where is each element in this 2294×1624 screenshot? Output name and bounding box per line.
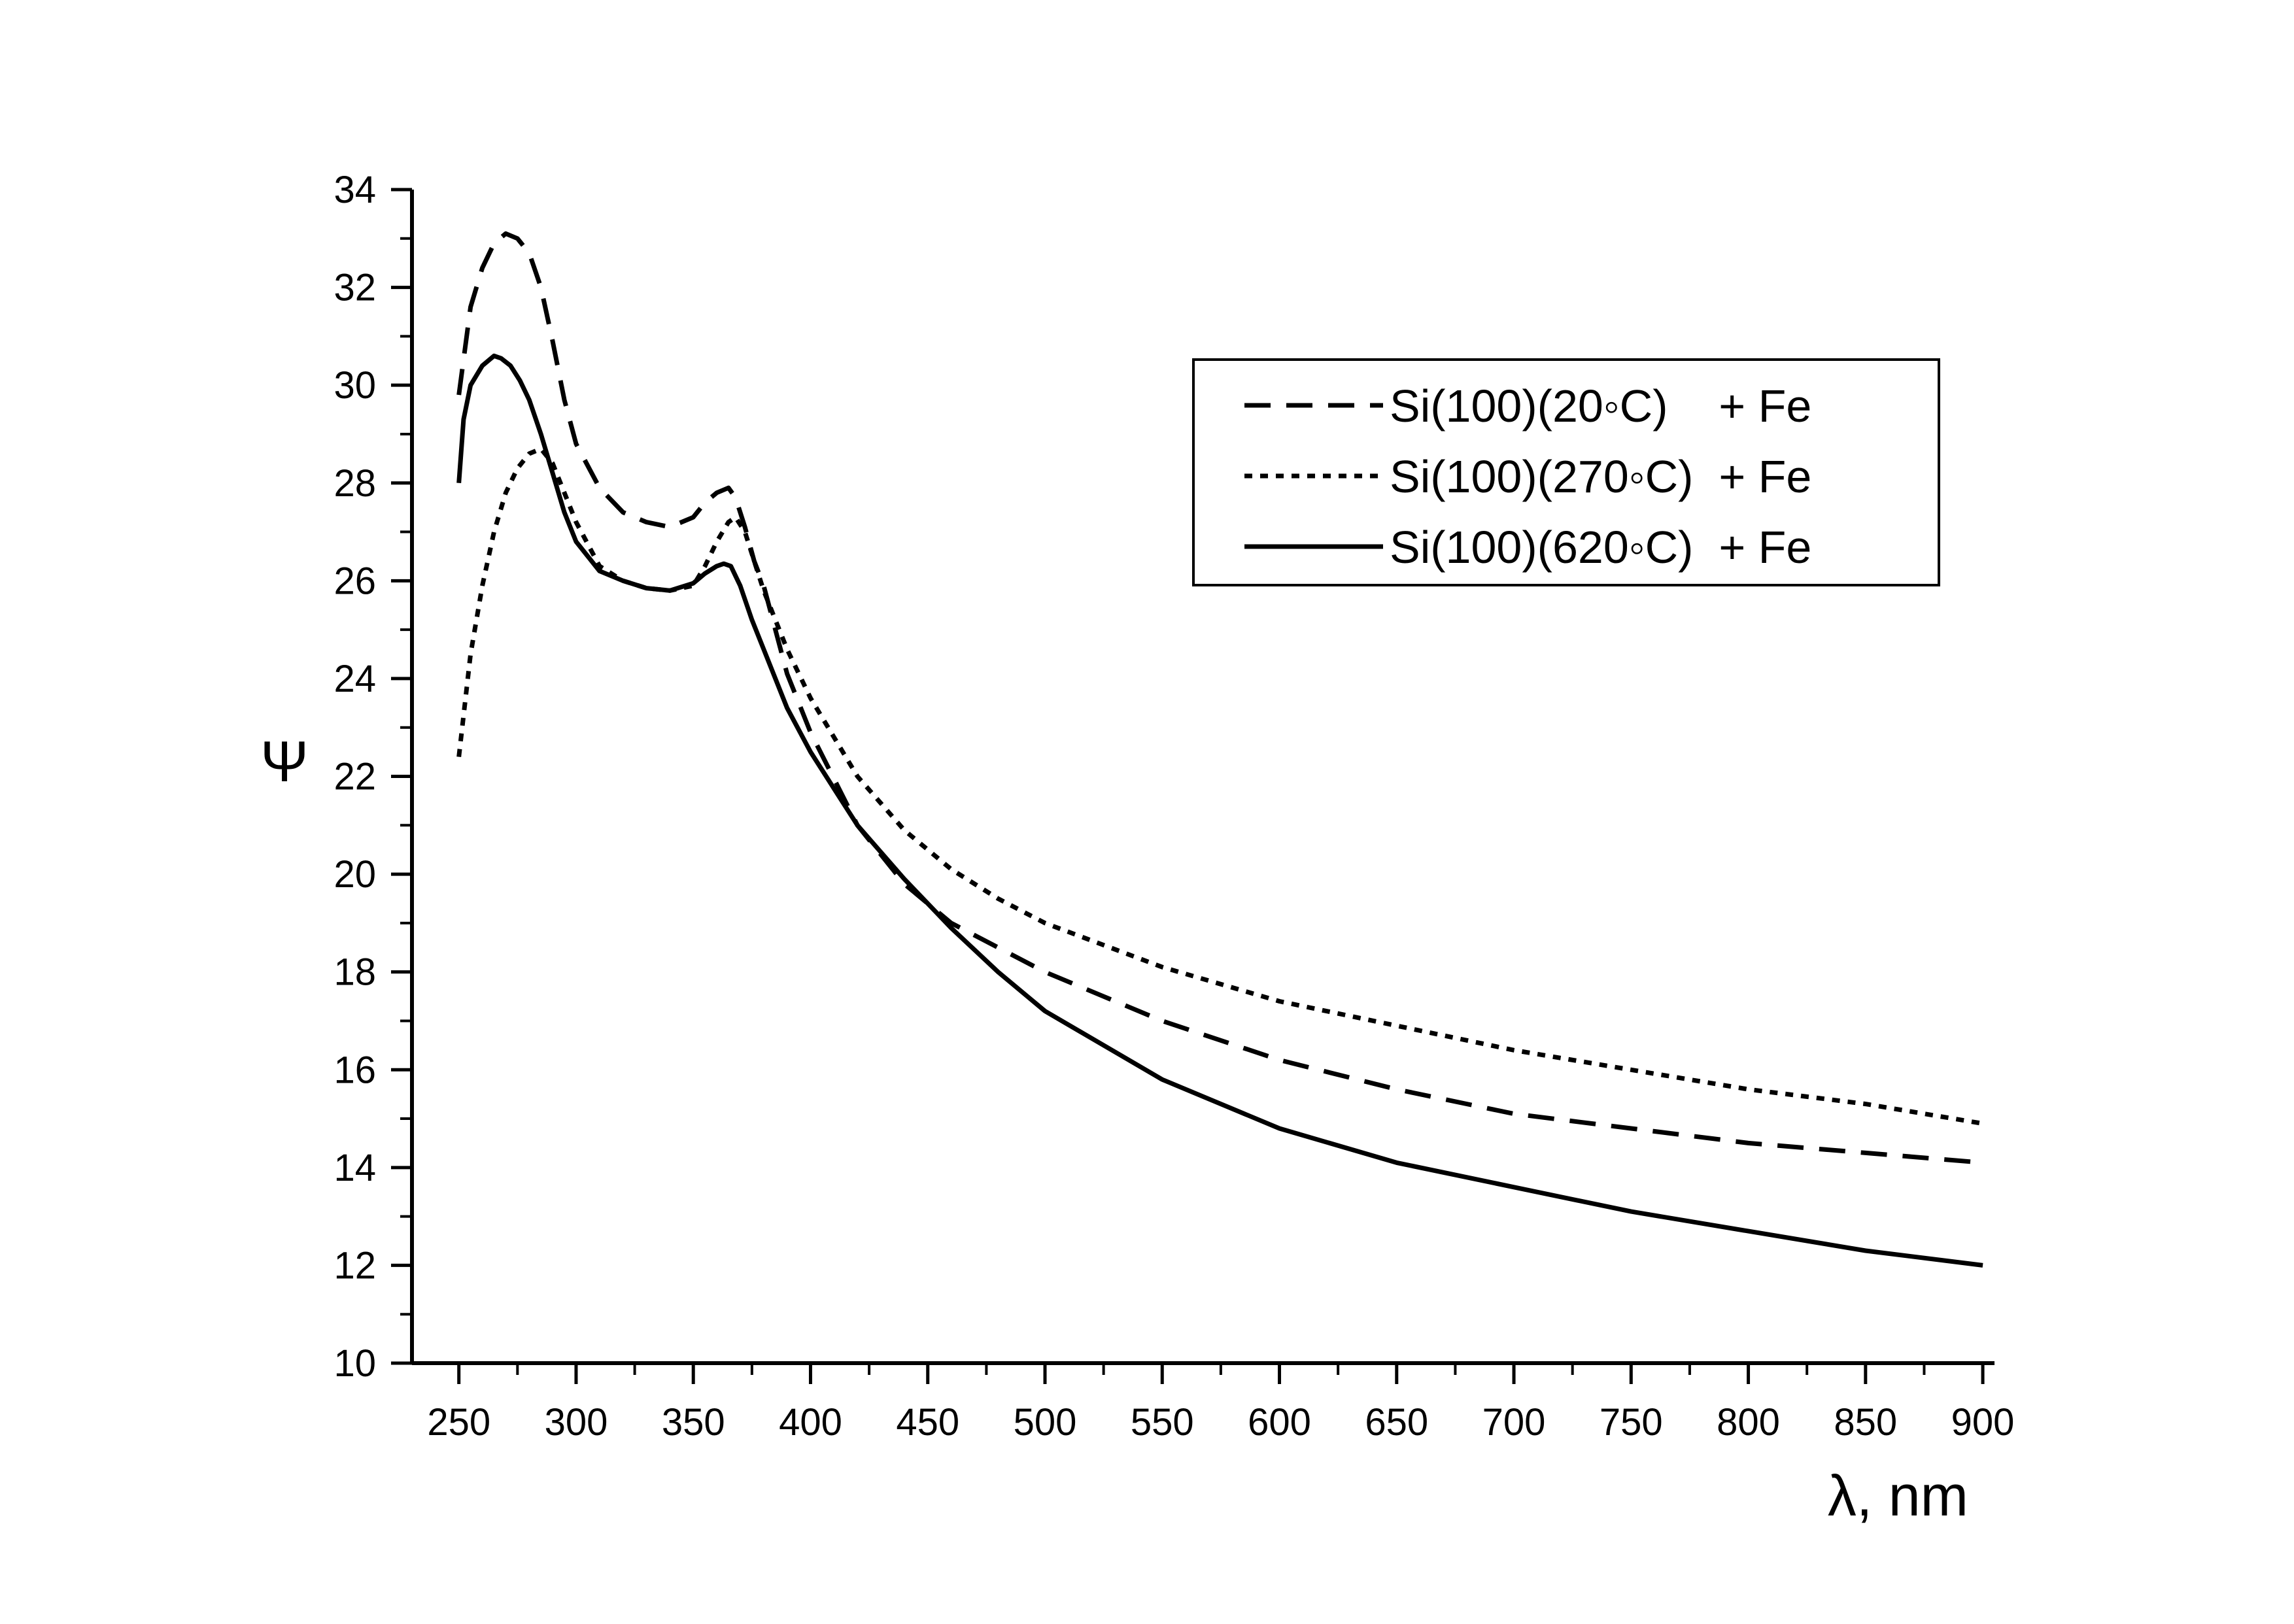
series-line-3 [456,353,1983,1268]
y-tick-label: 16 [334,1049,376,1091]
x-tick-label: 350 [662,1401,725,1444]
series-line-1 [456,231,1983,1165]
x-tick-label: 400 [779,1401,842,1444]
x-axis-title: λ, nm [1828,1463,1968,1528]
legend-label-2: Si(100)(270◦C) + Fe [1390,451,1811,502]
y-tick-label: 32 [334,267,376,309]
series-line-2 [456,446,1983,1126]
x-tick-label: 650 [1365,1401,1428,1444]
x-tick-label: 450 [896,1401,959,1444]
x-tick-label: 600 [1248,1401,1311,1444]
legend-label-3: Si(100)(620◦C) + Fe [1390,522,1811,573]
y-tick-label: 24 [334,658,376,700]
y-axis-title: Ψ [260,729,309,794]
y-tick-label: 14 [334,1147,376,1189]
y-tick-label: 22 [334,756,376,798]
x-tick-label: 700 [1482,1401,1546,1444]
axes: 250 300 350 400 450 500 550 600 650 700 750 800 850 9… [334,169,2014,1444]
y-tick-label: 18 [334,951,376,994]
y-tick-label: 26 [334,560,376,602]
y-tick-label: 34 [334,169,376,211]
legend-label-1: Si(100)(20◦C) + Fe [1390,381,1811,431]
y-tick-label: 28 [334,462,376,505]
x-tick-label: 250 [427,1401,490,1444]
y-tick-label: 12 [334,1244,376,1287]
x-tick-label: 900 [1951,1401,2015,1444]
x-tick-label: 550 [1131,1401,1194,1444]
x-tick-label: 850 [1834,1401,1897,1444]
y-tick-label: 20 [334,853,376,896]
x-tick-label: 800 [1717,1401,1780,1444]
y-tick-label: 10 [334,1342,376,1385]
x-tick-label: 750 [1600,1401,1663,1444]
y-tick-label: 30 [334,364,376,407]
x-tick-label: 500 [1014,1401,1077,1444]
x-tick-label: 300 [545,1401,608,1444]
series-lines [456,231,1983,1268]
legend: Si(100)(20◦C) + Fe Si(100)(270◦C) + Fe Si(… [1192,358,1940,586]
